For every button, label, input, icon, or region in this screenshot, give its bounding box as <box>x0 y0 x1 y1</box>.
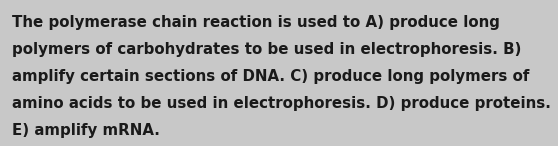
Text: The polymerase chain reaction is used to A) produce long: The polymerase chain reaction is used to… <box>12 15 500 30</box>
Text: amplify certain sections of DNA. C) produce long polymers of: amplify certain sections of DNA. C) prod… <box>12 69 530 84</box>
Text: E) amplify mRNA.: E) amplify mRNA. <box>12 123 160 138</box>
Text: amino acids to be used in electrophoresis. D) produce proteins.: amino acids to be used in electrophoresi… <box>12 96 551 111</box>
Text: polymers of carbohydrates to be used in electrophoresis. B): polymers of carbohydrates to be used in … <box>12 42 522 57</box>
